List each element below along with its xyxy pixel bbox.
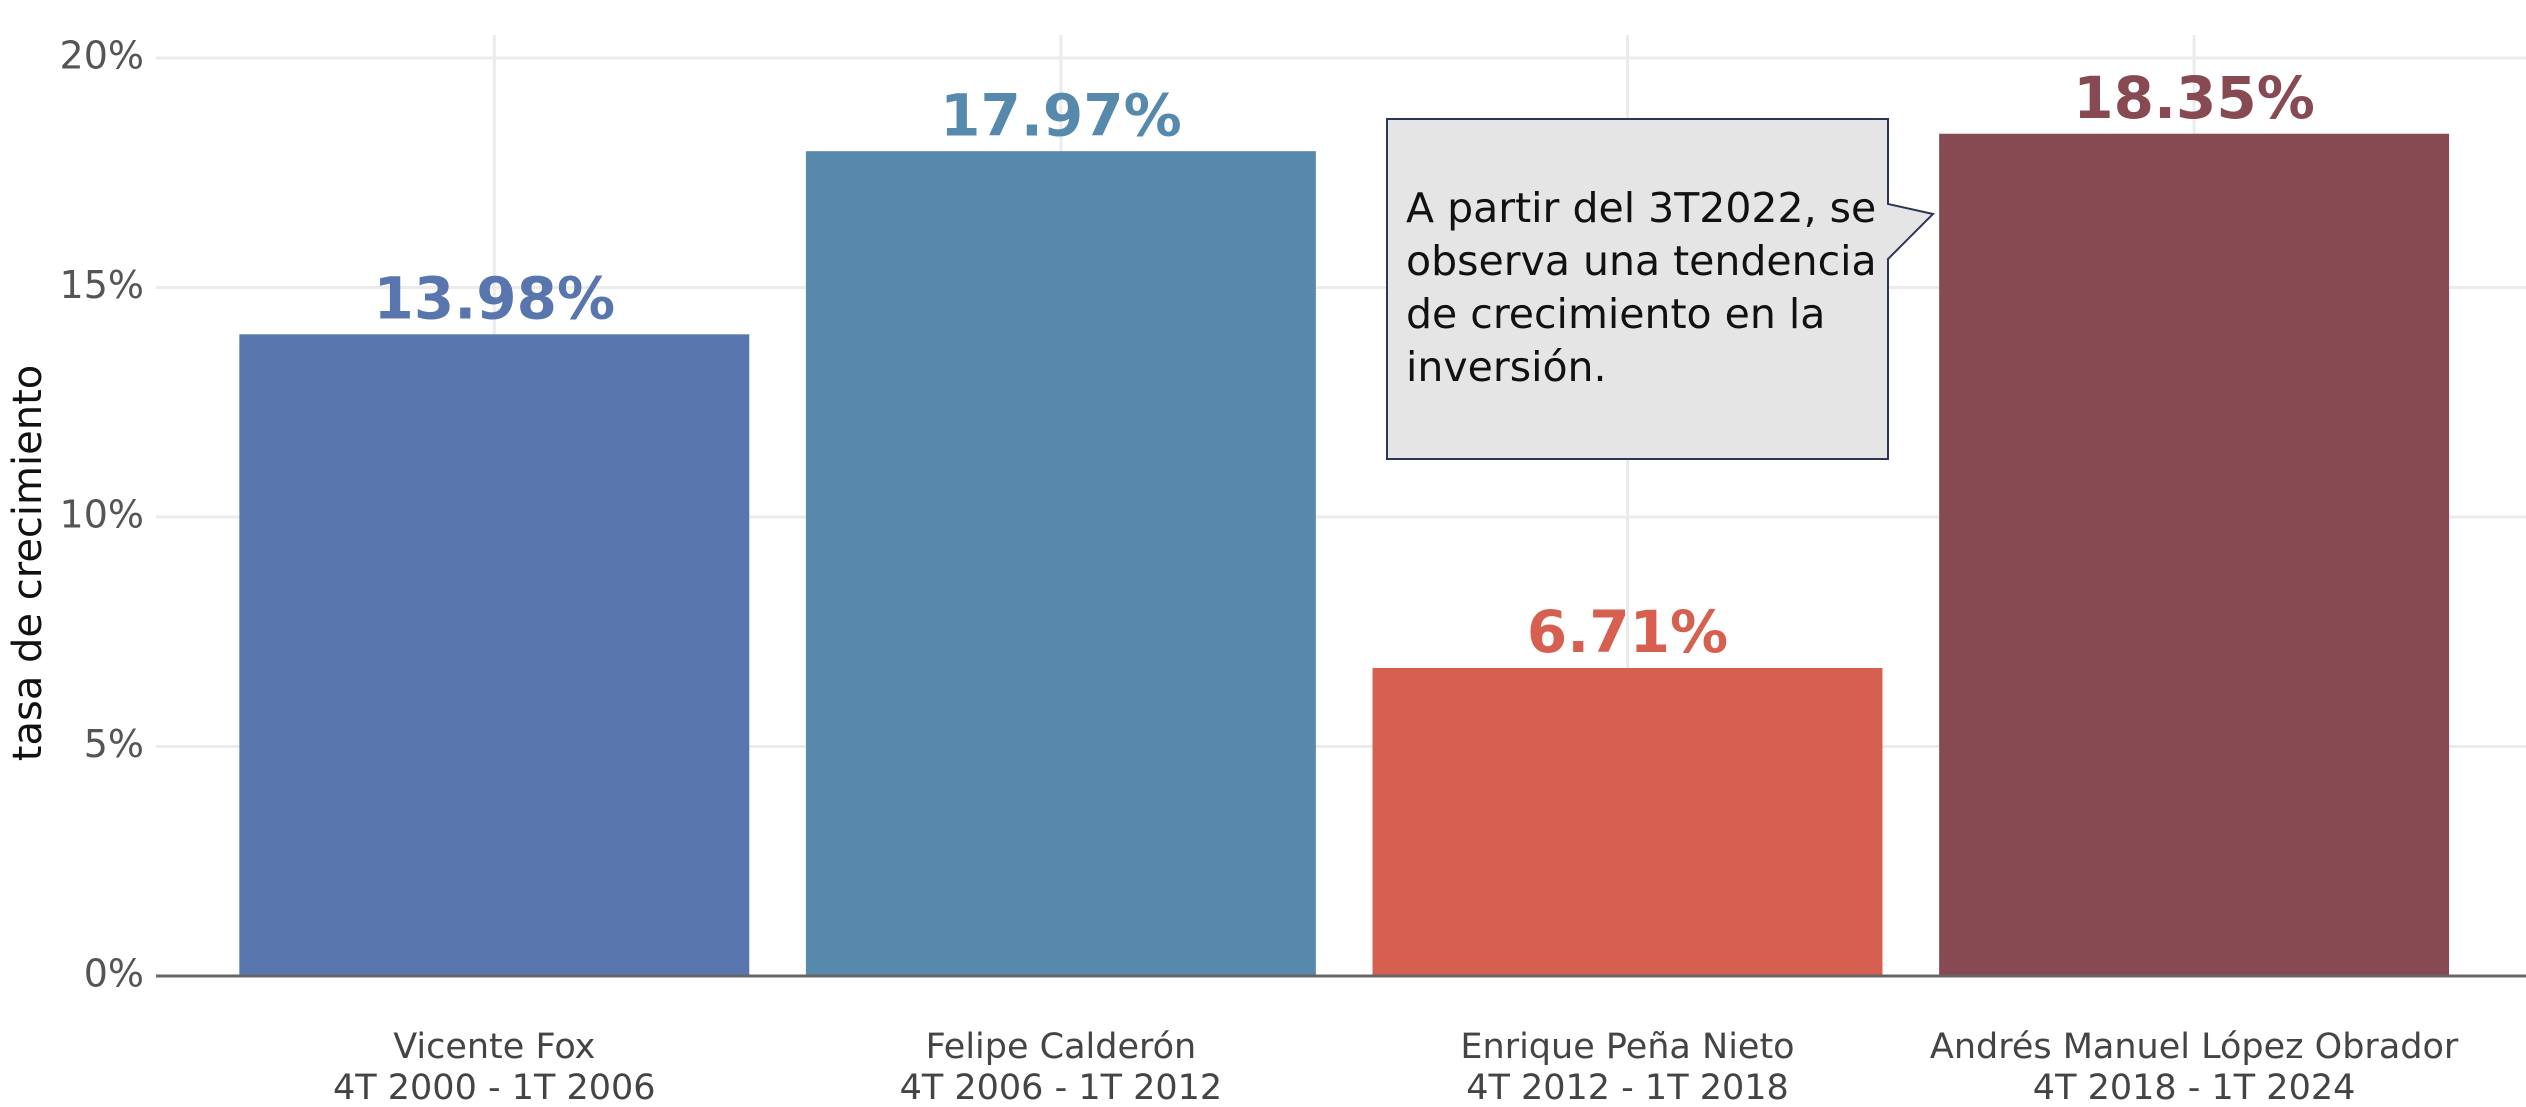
value-label: 18.35% <box>2073 64 2315 132</box>
x-tick-label: Enrique Peña Nieto <box>1460 1027 1794 1067</box>
bar <box>239 334 750 976</box>
value-label: 17.97% <box>940 81 1182 149</box>
x-tick-sublabel: 4T 2018 - 1T 2024 <box>2033 1068 2356 1107</box>
bar <box>1939 133 2450 977</box>
bar <box>1372 668 1883 976</box>
y-axis-label: tasa de crecimiento <box>5 365 51 761</box>
y-tick-label: 20% <box>60 34 144 78</box>
y-tick-label: 10% <box>60 493 144 537</box>
annotation-text: inversión. <box>1406 343 1607 391</box>
x-tick-label: Vicente Fox <box>393 1027 595 1067</box>
x-tick-sublabel: 4T 2006 - 1T 2012 <box>900 1068 1223 1107</box>
y-tick-label: 5% <box>84 722 144 766</box>
annotation-text: observa una tendencia <box>1406 237 1877 285</box>
value-label: 13.98% <box>374 264 616 332</box>
value-label: 6.71% <box>1527 598 1728 666</box>
y-tick-label: 0% <box>84 952 144 996</box>
x-tick-label: Andrés Manuel López Obrador <box>1930 1027 2459 1067</box>
bar <box>805 151 1316 976</box>
annotation-text: de crecimiento en la <box>1406 290 1825 338</box>
annotation-text: A partir del 3T2022, se <box>1406 184 1876 232</box>
y-tick-label: 15% <box>60 263 144 307</box>
annotation-box <box>1386 118 1935 460</box>
x-tick-label: Felipe Calderón <box>926 1027 1197 1067</box>
x-tick-sublabel: 4T 2012 - 1T 2018 <box>1466 1068 1789 1107</box>
x-tick-sublabel: 4T 2000 - 1T 2006 <box>333 1068 656 1107</box>
